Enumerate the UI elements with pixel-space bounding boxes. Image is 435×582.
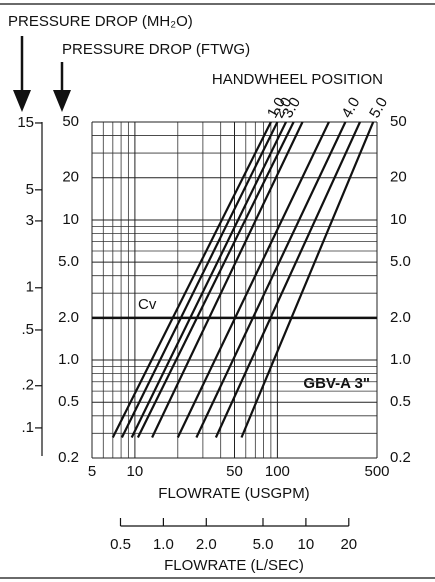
series-line (214, 121, 362, 438)
x2-tick-label: 2.0 (196, 536, 217, 553)
arrow-head (53, 90, 71, 112)
y-tick-label: 2.0 (58, 309, 79, 326)
model-label: GBV-A 3" (303, 375, 370, 392)
y-tick-label-right: 1.0 (390, 351, 411, 368)
y2-tick-label: 15 (17, 114, 34, 131)
x2-tick-label: 10 (298, 536, 315, 553)
series-line (111, 121, 272, 438)
y-tick-label: 5.0 (58, 253, 79, 270)
y-tick-label: 0.5 (58, 393, 79, 410)
y-tick-label: 10 (62, 211, 79, 228)
x-tick-label: 100 (265, 463, 290, 480)
y2-tick-label: 3 (26, 212, 34, 229)
x-tick-label: 5 (88, 463, 96, 480)
arrow-head (13, 90, 31, 112)
y-tick-label-right: 5.0 (390, 253, 411, 270)
reference-label: Cv (138, 296, 157, 313)
y2-tick-label: .2 (21, 377, 34, 394)
x-tick-label: 50 (226, 463, 243, 480)
y2-axis-title: PRESSURE DROP (MH₂O) (8, 13, 193, 30)
y-tick-label-right: 2.0 (390, 309, 411, 326)
y2-tick-label: .5 (21, 321, 34, 338)
y-tick-label: 0.2 (58, 449, 79, 466)
y-tick-label-right: 10 (390, 211, 407, 228)
legend-label: 5.0 (366, 94, 391, 121)
series-line (240, 121, 375, 438)
y-tick-label-right: 0.2 (390, 449, 411, 466)
y2-tick-label: 1 (26, 279, 34, 296)
x2-tick-label: 5.0 (253, 536, 274, 553)
y-tick-label: 1.0 (58, 351, 79, 368)
series-line (136, 121, 295, 438)
y2-tick-label: 5 (26, 181, 34, 198)
legend-title: HANDWHEEL POSITION (212, 71, 383, 88)
x-tick-label: 10 (127, 463, 144, 480)
x-axis-title: FLOWRATE (USGPM) (158, 485, 309, 502)
x2-tick-label: 20 (340, 536, 357, 553)
series-line (120, 121, 279, 438)
legend-label: 4.0 (338, 94, 363, 121)
series-line (151, 121, 304, 438)
y-tick-label-right: 50 (390, 113, 407, 130)
y-tick-label: 50 (62, 113, 79, 130)
y-tick-label-right: 20 (390, 169, 407, 186)
y2-tick-label: .1 (21, 419, 34, 436)
x2-tick-label: 0.5 (110, 536, 131, 553)
series-line (130, 121, 287, 438)
x2-axis-title: FLOWRATE (L/SEC) (164, 557, 304, 574)
x2-tick-label: 1.0 (153, 536, 174, 553)
series-line (176, 121, 330, 438)
y-tick-label-right: 0.5 (390, 393, 411, 410)
y-tick-label: 20 (62, 169, 79, 186)
y-axis-title: PRESSURE DROP (FTWG) (62, 41, 250, 58)
x-tick-label: 500 (364, 463, 389, 480)
series-line (195, 121, 347, 438)
